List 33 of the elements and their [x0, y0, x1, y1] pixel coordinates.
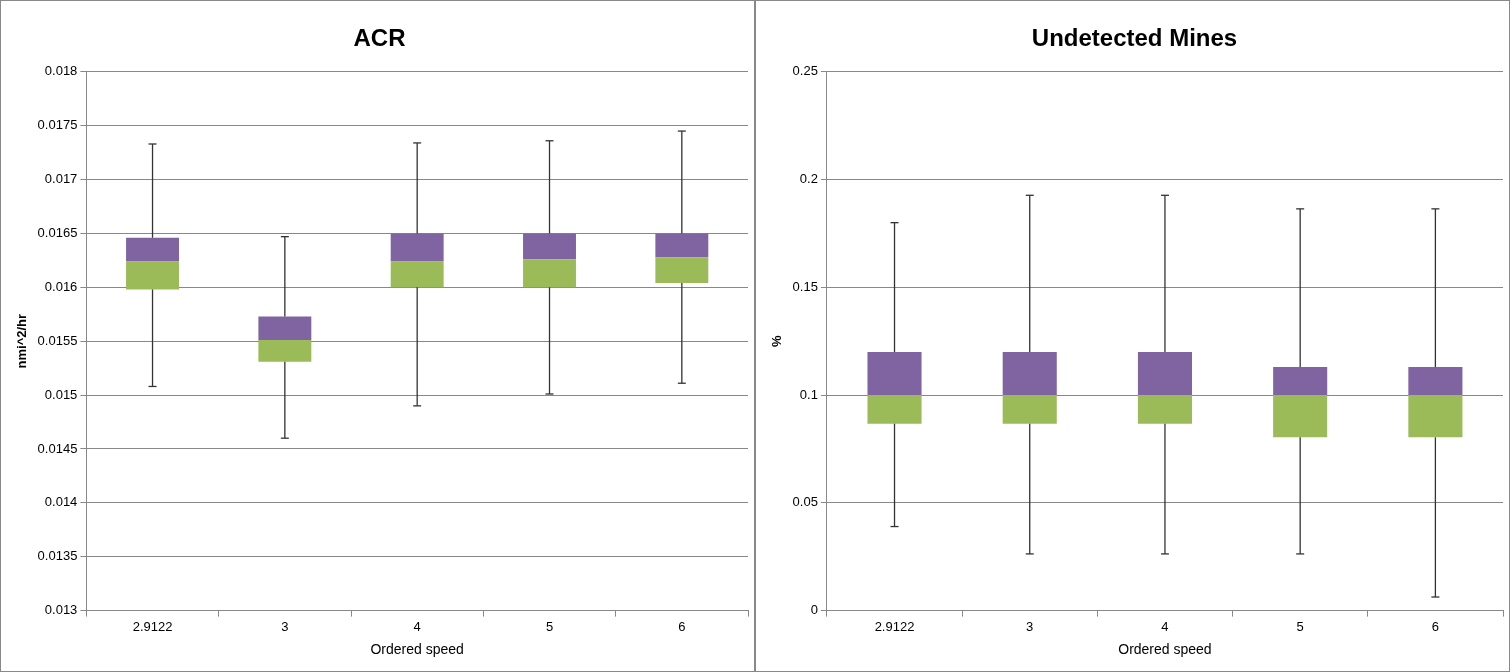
x-tick-label: 5: [1296, 618, 1304, 634]
y-tick-label: 0.0145: [37, 440, 78, 456]
chart-title: ACR: [353, 24, 406, 52]
y-tick-label: 0.018: [44, 63, 78, 79]
y-tick-label: 0.0135: [37, 548, 78, 564]
y-tick-label: 0.013: [44, 602, 78, 618]
x-tick-label: 5: [545, 618, 554, 634]
x-axis-title: Ordered speed: [370, 641, 464, 658]
x-tick-label: 2.9122: [132, 618, 173, 634]
y-axis-title: %: [769, 334, 785, 347]
x-tick-label: 4: [1161, 618, 1169, 634]
y-tick-label: 0.2: [799, 171, 818, 187]
y-tick-label: 0.014: [44, 494, 78, 510]
x-tick-label: 3: [281, 618, 289, 634]
y-tick-label: 0.15: [792, 278, 818, 294]
y-tick-label: 0.017: [44, 171, 78, 187]
x-axis-title: Ordered speed: [1118, 641, 1212, 658]
y-tick-label: 0.0175: [37, 117, 78, 133]
y-tick-label: 0.016: [44, 278, 78, 294]
x-tick-label: 3: [1026, 618, 1034, 634]
y-tick-label: 0.0155: [37, 332, 78, 348]
y-axis-title: nmi^2/hr: [14, 313, 30, 369]
y-tick-label: 0.05: [792, 494, 818, 510]
y-tick-label: 0: [810, 602, 818, 618]
y-tick-label: 0.25: [792, 63, 818, 79]
chart-title: Undetected Mines: [1031, 24, 1238, 52]
x-tick-label: 2.9122: [874, 618, 915, 634]
y-tick-label: 0.1: [799, 386, 818, 402]
y-tick-label: 0.0165: [37, 225, 78, 241]
x-tick-label: 6: [678, 618, 686, 634]
x-tick-label: 6: [1431, 618, 1440, 634]
x-tick-label: 4: [413, 618, 421, 634]
y-tick-label: 0.015: [44, 386, 78, 402]
